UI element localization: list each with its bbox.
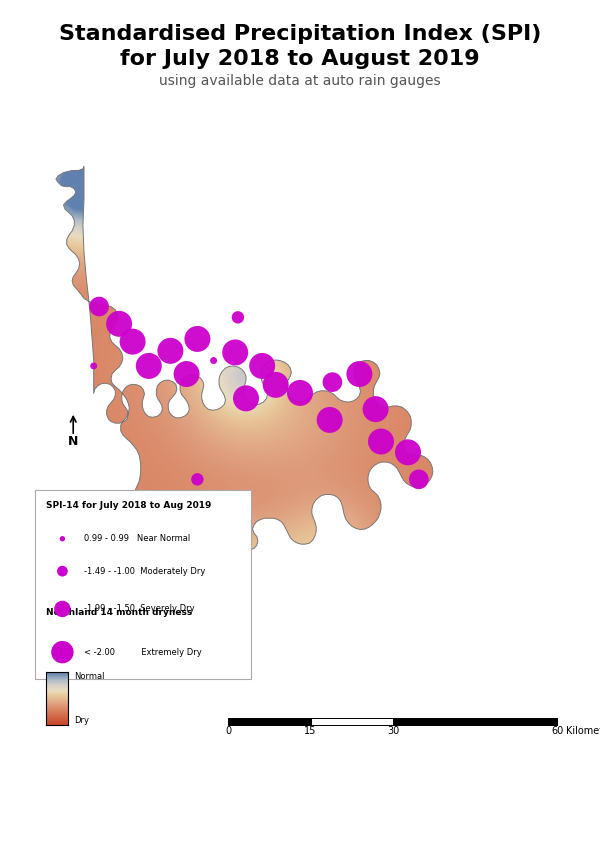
Text: for July 2018 to August 2019: for July 2018 to August 2019 <box>120 49 480 69</box>
Text: 15: 15 <box>304 726 317 736</box>
Point <box>58 602 67 616</box>
Bar <box>311 717 393 725</box>
Point <box>271 378 281 392</box>
Text: using available data at auto rain gauges: using available data at auto rain gauges <box>159 74 441 89</box>
Point <box>182 367 191 381</box>
Text: 0.99 - 0.99   Near Normal: 0.99 - 0.99 Near Normal <box>84 534 190 543</box>
Text: Normal: Normal <box>74 672 105 681</box>
Point <box>230 346 240 360</box>
Point <box>295 386 305 399</box>
Text: N: N <box>68 435 79 448</box>
Point <box>89 360 98 373</box>
Point <box>414 473 424 486</box>
Point <box>166 535 175 548</box>
Text: -1.49 - -1.00  Moderately Dry: -1.49 - -1.00 Moderately Dry <box>84 567 205 575</box>
Text: < -2.00          Extremely Dry: < -2.00 Extremely Dry <box>84 648 202 656</box>
Point <box>225 569 235 583</box>
Point <box>241 392 251 405</box>
Text: 30: 30 <box>387 726 399 736</box>
Point <box>376 435 386 448</box>
Bar <box>393 717 558 725</box>
Point <box>128 335 137 349</box>
Text: Kilometers: Kilometers <box>566 726 600 736</box>
Bar <box>228 717 311 725</box>
Point <box>166 344 175 358</box>
Point <box>257 360 267 373</box>
Point <box>355 367 364 381</box>
Point <box>144 360 154 373</box>
Text: 0: 0 <box>225 726 231 736</box>
Text: Dry: Dry <box>74 716 89 725</box>
Point <box>371 403 380 416</box>
Point <box>58 645 67 659</box>
Point <box>325 413 335 426</box>
Point <box>233 310 242 324</box>
Point <box>115 317 124 331</box>
Point <box>58 564 67 578</box>
Point <box>58 532 67 546</box>
Text: 60: 60 <box>552 726 564 736</box>
FancyBboxPatch shape <box>35 490 251 679</box>
Point <box>193 332 202 346</box>
Point <box>94 299 104 313</box>
Point <box>209 354 218 367</box>
Point <box>328 376 337 389</box>
Text: SPI-14 for July 2018 to Aug 2019: SPI-14 for July 2018 to Aug 2019 <box>46 501 212 510</box>
Point <box>193 473 202 486</box>
Text: -1.99 - -1.50  Severely Dry: -1.99 - -1.50 Severely Dry <box>84 604 194 613</box>
Text: Northland 14 month dryness: Northland 14 month dryness <box>46 608 193 617</box>
Text: Standardised Precipitation Index (SPI): Standardised Precipitation Index (SPI) <box>59 24 541 44</box>
Point <box>403 446 413 459</box>
